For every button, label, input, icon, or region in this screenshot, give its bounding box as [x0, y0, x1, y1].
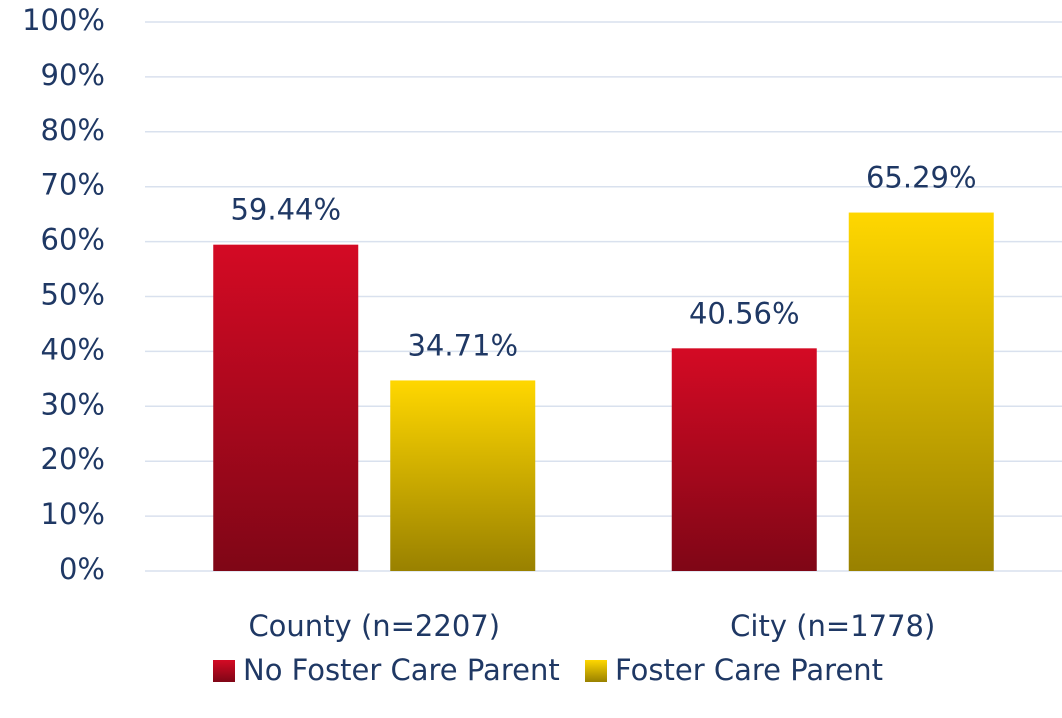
y-tick-label: 40%: [41, 332, 105, 366]
data-label: 65.29%: [866, 161, 977, 195]
data-label: 59.44%: [230, 193, 341, 227]
y-tick-label: 30%: [41, 387, 105, 421]
y-tick-label: 90%: [41, 58, 105, 92]
bar: [848, 212, 994, 571]
y-tick-label: 20%: [41, 442, 105, 476]
x-tick-label: City (n=1778): [730, 609, 935, 643]
legend-label: Foster Care Parent: [615, 653, 883, 687]
x-tick-label: County (n=2207): [248, 609, 500, 643]
y-tick-label: 70%: [41, 168, 105, 202]
y-tick-label: 80%: [41, 113, 105, 147]
data-label: 34.71%: [407, 328, 518, 362]
y-tick-label: 60%: [41, 223, 105, 257]
legend-swatch: [585, 660, 607, 682]
y-tick-label: 50%: [41, 278, 105, 312]
legend-swatch: [213, 660, 235, 682]
y-tick-label: 100%: [22, 3, 105, 37]
y-tick-label: 10%: [41, 497, 105, 531]
bar: [390, 380, 536, 571]
y-tick-label: 0%: [59, 552, 105, 586]
legend-label: No Foster Care Parent: [243, 653, 560, 687]
bar: [213, 244, 359, 572]
data-label: 40.56%: [689, 296, 800, 330]
bar: [671, 348, 817, 571]
